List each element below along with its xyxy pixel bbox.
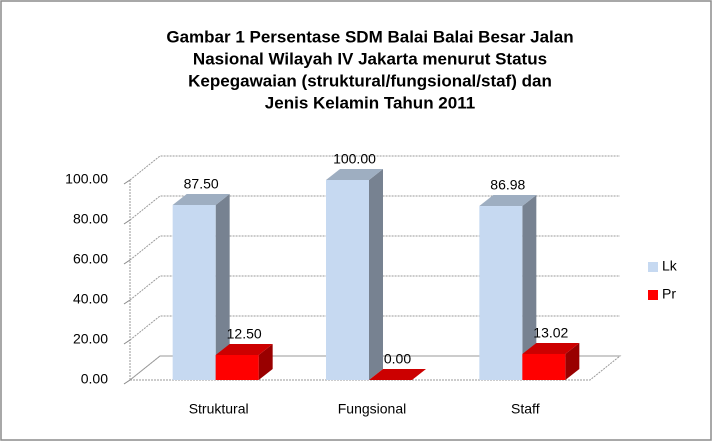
data-label: 12.50 [227, 326, 262, 342]
data-label: 87.50 [184, 176, 219, 192]
y-tick-label: 60.00 [73, 251, 108, 267]
bar-front [326, 180, 369, 380]
x-tick-label: Fungsional [338, 401, 407, 417]
y-tick-label: 40.00 [73, 291, 108, 307]
bar-front [479, 206, 523, 380]
grid-line [129, 235, 620, 261]
grid-line [129, 195, 620, 221]
chart-title: Kepegawaian (struktural/fungsional/staf)… [188, 71, 552, 90]
bar-top [172, 194, 230, 205]
grid-line [129, 355, 620, 381]
grid-line [129, 275, 620, 301]
legend-swatch [648, 290, 658, 300]
y-tick [123, 259, 131, 265]
chart-title: Jenis Kelamin Tahun 2011 [265, 93, 475, 112]
bar-side [369, 169, 383, 380]
bar-top [326, 169, 383, 180]
bar-front [172, 205, 216, 380]
data-label: 0.00 [384, 351, 411, 367]
data-label: 100.00 [333, 151, 376, 167]
y-tick [123, 379, 131, 385]
bar [215, 344, 273, 380]
bar-front [215, 355, 259, 380]
bar-side [215, 194, 230, 380]
y-tick-label: 80.00 [73, 211, 108, 227]
bar-top [479, 195, 537, 207]
bar-front [522, 353, 566, 380]
x-tick-label: Struktural [189, 401, 249, 417]
bar [369, 369, 426, 380]
y-tick-label: 100.00 [65, 171, 108, 187]
bar-top [215, 344, 273, 355]
y-tick [123, 179, 131, 185]
bar [522, 342, 580, 380]
bar-side [565, 342, 580, 380]
bar-side [258, 344, 273, 380]
chart-title: Gambar 1 Persentase SDM Balai Balai Besa… [166, 27, 573, 46]
legend-swatch [648, 262, 658, 272]
bar [479, 195, 537, 380]
y-tick [123, 299, 131, 305]
bar [172, 194, 230, 380]
grid-line [129, 315, 620, 341]
grid-line [129, 155, 620, 181]
bar-top [369, 369, 426, 380]
y-tick [123, 339, 131, 345]
x-tick-label: Staff [511, 401, 540, 417]
y-tick-label: 0.00 [81, 371, 108, 387]
legend-label: Lk [662, 258, 678, 274]
y-tick [123, 219, 131, 225]
bar-top [522, 342, 580, 354]
chart-title: Nasional Wilayah IV Jakarta menurut Stat… [193, 49, 547, 68]
data-label: 86.98 [490, 177, 525, 193]
data-label: 13.02 [533, 325, 568, 341]
y-tick-label: 20.00 [73, 331, 108, 347]
bar-side [522, 195, 537, 380]
legend-label: Pr [662, 286, 676, 302]
bar [326, 169, 383, 380]
